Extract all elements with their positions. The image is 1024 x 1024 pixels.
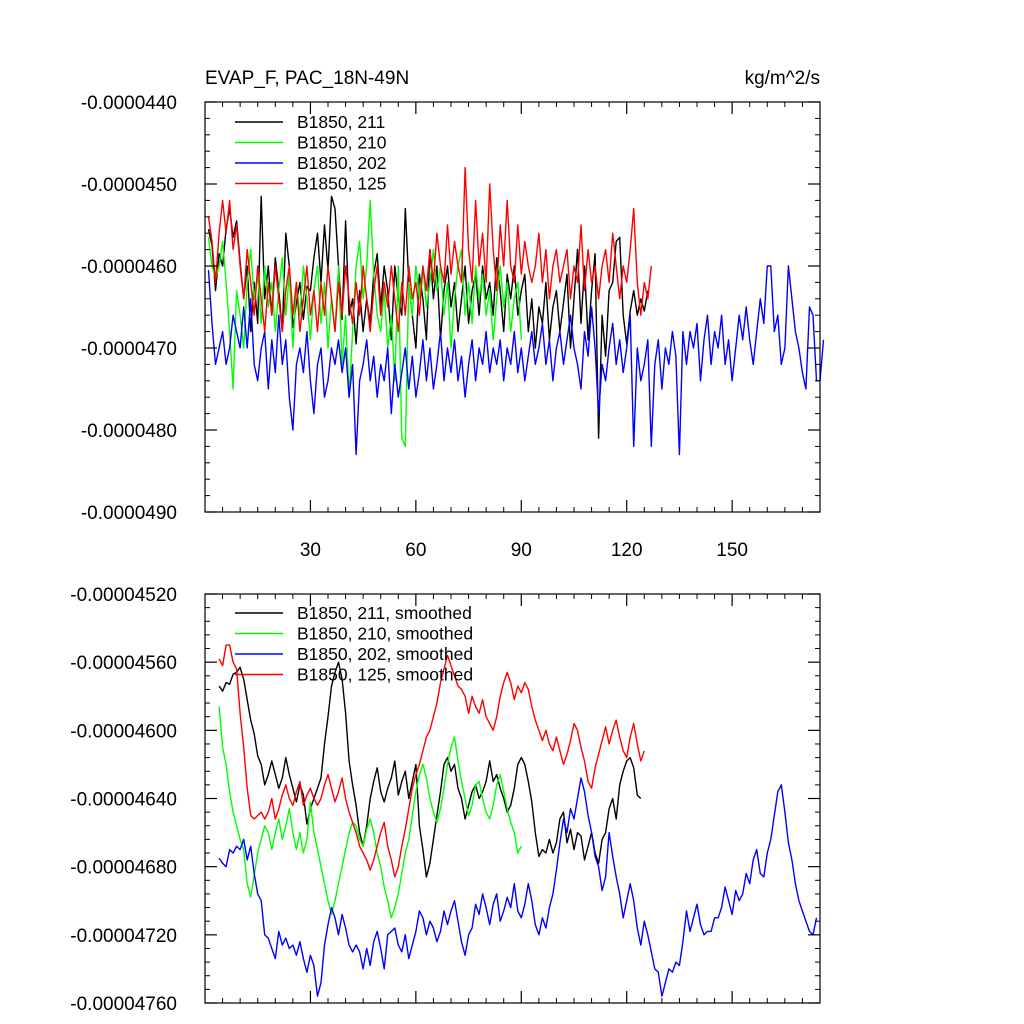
y-tick-label: -0.0000490 [81,503,177,524]
y-tick-label: -0.00004600 [70,721,177,742]
legend-label-3: B1850, 202, smoothed [297,644,473,664]
legend-label-1: B1850, 211 [297,112,385,132]
units-label: kg/m^2/s [745,68,820,89]
y-tick-label: -0.0000440 [81,93,177,114]
series-line-2 [218,706,522,919]
y-tick-label: -0.00004680 [70,858,177,879]
y-tick-label: -0.0000470 [81,339,177,360]
legend-label-3: B1850, 202 [297,153,387,173]
x-tick-label: 60 [405,540,426,561]
series-line-3 [207,265,825,456]
chart-title: EVAP_F, PAC_18N-49N [205,68,409,89]
bottom-panel: -0.00004520 -0.00004560 -0.00004600 -0.0000… [70,585,821,1015]
legend-label-2: B1850, 210, smoothed [297,624,473,644]
legend-label-2: B1850, 210 [297,133,387,153]
y-tick-label: -0.00004560 [70,653,177,674]
y-tick-label: -0.0000450 [81,175,177,196]
series-line-4 [218,644,645,878]
y-tick-label: -0.00004520 [70,585,177,606]
series-line-1 [218,661,642,878]
series-line-3 [218,777,818,997]
legend-label-4: B1850, 125 [297,174,387,194]
x-tick-label: 90 [511,540,532,561]
y-tick-label: -0.0000480 [81,421,177,442]
y-tick-label: -0.0000460 [81,257,177,278]
legend-label-1: B1850, 211, smoothed [297,603,472,623]
top-panel: EVAP_F, PAC_18N-49N kg/m^2/s 30 60 90 120 15… [81,68,825,561]
y-tick-label: -0.00004720 [70,926,177,947]
plot-frame [204,101,821,513]
x-tick-label: 30 [300,540,321,561]
legend-label-4: B1850, 125, smoothed [297,665,473,685]
series-line-4 [207,166,652,333]
y-tick-label: -0.00004760 [70,994,177,1015]
x-tick-label: 150 [716,540,748,561]
x-tick-label: 120 [611,540,643,561]
y-tick-label: -0.00004640 [70,790,177,811]
